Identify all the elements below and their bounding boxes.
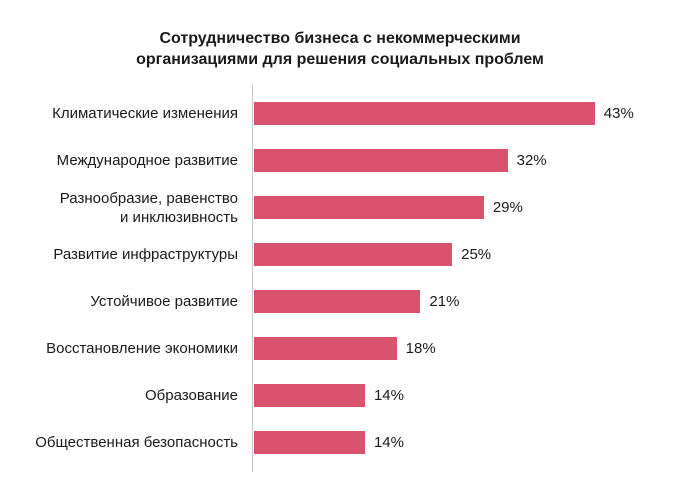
bar-track: 14% — [253, 431, 680, 454]
bar-label: Общественная безопасность — [35, 434, 238, 451]
bar-track: 25% — [253, 243, 680, 266]
bar-value: 43% — [603, 105, 634, 122]
bar-row: Образование 14% — [0, 372, 680, 419]
bar — [254, 149, 508, 172]
bar-track: 21% — [253, 290, 680, 313]
bar-label: Устойчивое развитие — [90, 293, 238, 310]
bar-label: Климатические изменения — [52, 105, 238, 122]
bar-row: Климатические изменения 43% — [0, 90, 680, 137]
bar — [254, 431, 365, 454]
bar-row: Восстановление экономики 18% — [0, 325, 680, 372]
bar-value: 14% — [373, 387, 404, 404]
bar-track: 29% — [253, 196, 680, 219]
bar-label: Образование — [145, 387, 238, 404]
bar-label: Восстановление экономики — [46, 340, 238, 357]
bar-value: 32% — [516, 152, 547, 169]
bar-row: Развитие инфраструктуры 25% — [0, 231, 680, 278]
bar-value: 18% — [405, 340, 436, 357]
bar-value: 29% — [492, 199, 523, 216]
bar — [254, 290, 421, 313]
bar-track: 43% — [253, 102, 680, 125]
bar-track: 14% — [253, 384, 680, 407]
bar-track: 18% — [253, 337, 680, 360]
y-axis-line — [252, 84, 253, 472]
bar-value: 25% — [461, 246, 492, 263]
chart-title: Сотрудничество бизнеса с некоммерческими… — [136, 30, 544, 68]
bar-row: Устойчивое развитие 21% — [0, 278, 680, 325]
bar — [254, 384, 365, 407]
bar-value: 21% — [429, 293, 460, 310]
bar-label: Разнообразие, равенство и инклюзивность — [59, 189, 238, 226]
bar-label: Развитие инфраструктуры — [53, 246, 238, 263]
bar-track: 32% — [253, 149, 680, 172]
bar-value: 14% — [373, 434, 404, 451]
bar — [254, 196, 484, 219]
bar-row: Международное развитие 32% — [0, 137, 680, 184]
bar-rows: Климатические изменения 43% Международное … — [0, 90, 680, 466]
bar-label: Международное развитие — [56, 152, 238, 169]
bar-row: Разнообразие, равенство и инклюзивность 2… — [0, 184, 680, 231]
bar-row: Общественная безопасность 14% — [0, 419, 680, 466]
bar — [254, 102, 595, 125]
bar — [254, 243, 453, 266]
bar — [254, 337, 397, 360]
bar-chart: Климатические изменения 43% Международное … — [0, 84, 680, 472]
